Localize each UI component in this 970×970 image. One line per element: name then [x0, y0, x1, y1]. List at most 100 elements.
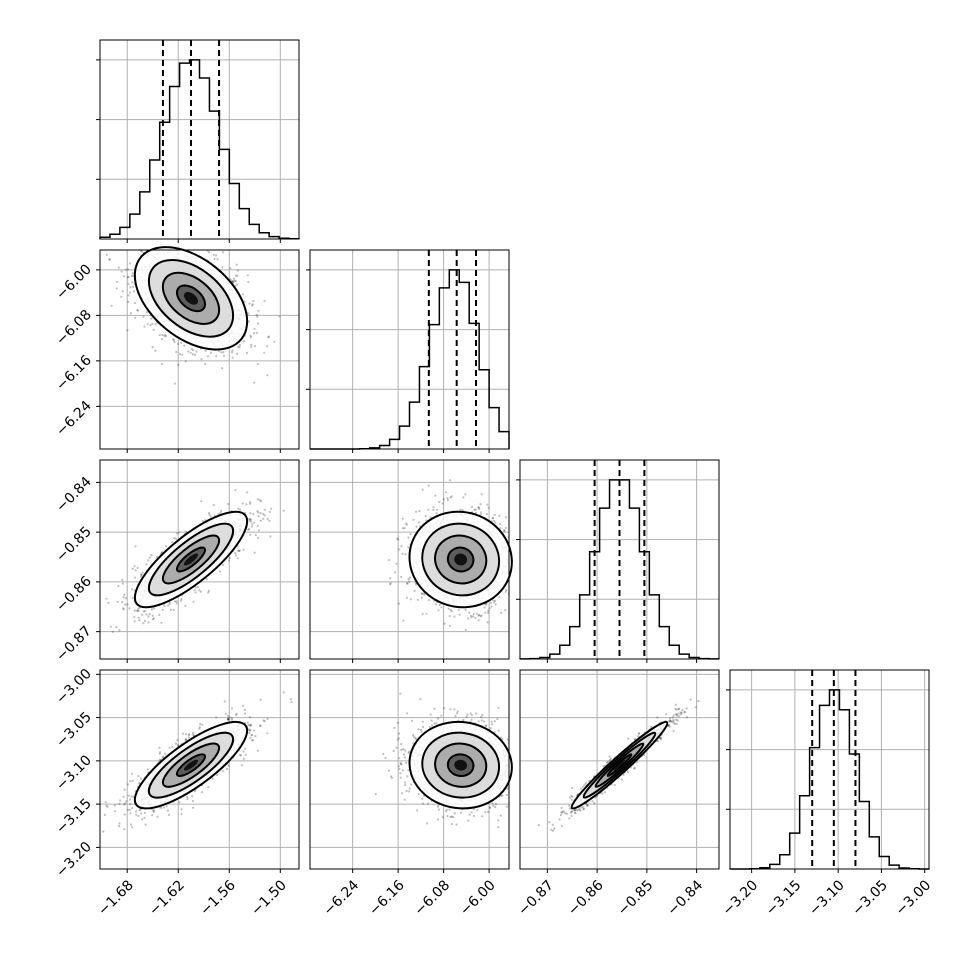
scatter-point — [394, 571, 397, 574]
scatter-point — [468, 611, 471, 614]
scatter-point — [440, 606, 443, 609]
scatter-point — [137, 609, 140, 613]
scatter-point — [449, 496, 452, 499]
scatter-point — [493, 519, 496, 523]
scatter-point — [143, 325, 146, 328]
scatter-point — [236, 352, 239, 355]
scatter-point — [235, 283, 238, 286]
scatter-point — [157, 234, 159, 236]
scatter-point — [150, 554, 153, 557]
scatter-point — [140, 575, 143, 578]
scatter-point — [432, 508, 435, 511]
scatter-point — [402, 619, 405, 622]
scatter-point — [118, 822, 121, 825]
scatter-point — [415, 525, 418, 528]
scatter-point — [443, 622, 446, 625]
scatter-point — [253, 332, 256, 335]
scatter-point — [235, 712, 238, 716]
scatter-point — [199, 245, 201, 247]
scatter-point — [415, 583, 418, 586]
scatter-point — [151, 618, 155, 621]
panel-frame — [309, 249, 510, 450]
scatter-point — [541, 603, 543, 605]
scatter-point — [448, 624, 452, 628]
scatter-point — [236, 269, 239, 272]
scatter-point — [152, 810, 155, 814]
scatter-point — [164, 545, 168, 548]
scatter-point — [133, 302, 136, 305]
scatter-point — [247, 723, 250, 727]
contour-2 — [161, 534, 221, 585]
scatter-point — [194, 591, 197, 594]
scatter-point — [207, 511, 211, 515]
scatter-point — [517, 582, 519, 584]
scatter-point — [158, 759, 161, 762]
scatter-point — [215, 355, 218, 358]
scatter-point — [427, 484, 430, 487]
scatter-point — [475, 612, 478, 615]
scatter-point — [418, 521, 421, 524]
scatter-point — [194, 586, 197, 589]
scatter-point — [409, 598, 412, 601]
scatter-point — [138, 619, 141, 622]
scatter-point — [529, 580, 531, 582]
scatter-point — [231, 351, 234, 354]
scatter-point — [84, 250, 86, 252]
scatter-point — [472, 615, 475, 618]
scatter-point — [249, 533, 252, 536]
scatter-point — [148, 556, 151, 559]
scatter-point — [255, 331, 258, 335]
scatter-point — [266, 717, 269, 721]
scatter-point — [201, 791, 204, 794]
scatter-point — [494, 599, 497, 602]
scatter-point — [423, 593, 426, 596]
scatter-point — [511, 575, 513, 577]
scatter-point — [116, 600, 119, 604]
scatter-point — [192, 600, 195, 603]
scatter-point — [259, 511, 262, 515]
scatter-point — [477, 619, 480, 622]
scatter-point — [492, 599, 495, 602]
scatter-point — [404, 553, 407, 556]
scatter-point — [479, 615, 482, 618]
scatter-point — [267, 336, 270, 339]
scatter-point — [263, 508, 266, 511]
panel-0-0 — [96, 39, 300, 243]
scatter-point — [154, 322, 157, 326]
scatter-point — [467, 617, 470, 620]
scatter-point — [142, 622, 145, 625]
scatter-point — [247, 280, 250, 284]
scatter-point — [256, 315, 259, 318]
scatter-point — [221, 563, 224, 567]
scatter-point — [207, 251, 211, 254]
scatter-point — [148, 613, 151, 616]
scatter-point — [175, 602, 178, 605]
scatter-point — [504, 590, 507, 593]
scatter-point — [169, 608, 172, 612]
scatter-point — [478, 507, 481, 510]
scatter-point — [156, 555, 159, 558]
scatter-point — [126, 268, 130, 271]
scatter-point — [168, 602, 171, 606]
scatter-point — [131, 272, 134, 275]
scatter-point — [173, 382, 176, 385]
scatter-point — [521, 552, 523, 554]
scatter-point — [126, 275, 129, 278]
scatter-point — [512, 567, 514, 569]
scatter-point — [536, 547, 538, 549]
scatter-point — [464, 628, 467, 631]
scatter-point — [522, 578, 524, 580]
scatter-point — [289, 698, 293, 701]
scatter-point — [147, 621, 150, 624]
histogram-0 — [99, 59, 300, 240]
scatter-point — [128, 808, 131, 812]
scatter-point — [143, 811, 146, 815]
scatter-point — [157, 229, 159, 231]
scatter-point — [450, 495, 453, 498]
scatter-point — [143, 619, 147, 623]
scatter-point — [248, 518, 251, 521]
scatter-point — [211, 777, 214, 780]
scatter-point — [459, 508, 462, 511]
scatter-point — [159, 758, 162, 761]
